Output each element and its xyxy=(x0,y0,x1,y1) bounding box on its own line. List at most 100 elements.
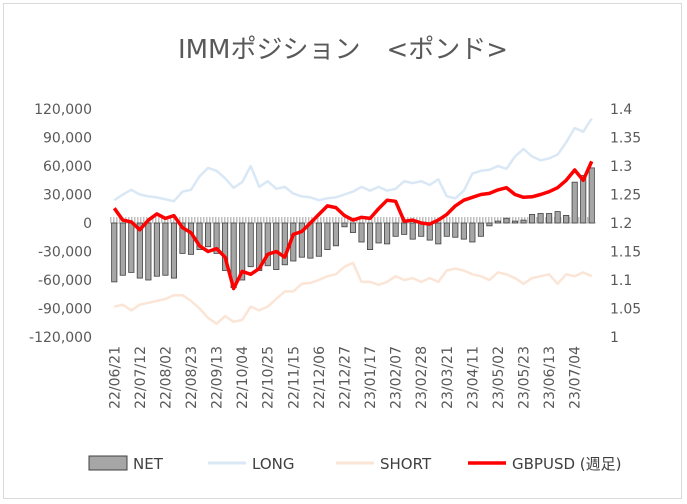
zero-band-tick xyxy=(188,217,190,223)
net-bar xyxy=(341,222,348,228)
x-tick-label: 23/06/13 xyxy=(542,346,558,409)
net-bar xyxy=(529,214,536,224)
legend-net-label: NET xyxy=(133,455,164,473)
net-bar xyxy=(145,222,152,281)
zero-band-tick xyxy=(254,217,256,223)
long-series-line xyxy=(113,117,593,203)
net-bar xyxy=(179,222,186,254)
zero-band-tick xyxy=(488,217,490,223)
zero-band-tick xyxy=(461,217,463,223)
y-right-tick-label: 1.3 xyxy=(610,159,632,175)
x-tick-label: 23/04/11 xyxy=(465,346,481,409)
zero-band-tick xyxy=(179,217,181,223)
zero-band-tick xyxy=(335,217,337,223)
zero-band-tick xyxy=(287,217,289,223)
zero-band-tick xyxy=(527,217,529,223)
net-bar xyxy=(460,222,467,240)
zero-band-tick xyxy=(470,217,472,223)
zero-band-tick xyxy=(296,217,298,223)
zero-band-tick xyxy=(446,217,448,223)
zero-band-tick xyxy=(143,217,145,223)
zero-band-tick xyxy=(338,217,340,223)
zero-band-tick xyxy=(224,217,226,223)
net-bar xyxy=(563,214,570,224)
y-right-tick-label: 1.25 xyxy=(610,188,641,204)
zero-band-tick xyxy=(302,217,304,223)
x-tick-label: 22/06/21 xyxy=(107,346,123,409)
net-bar xyxy=(503,217,510,224)
zero-band-tick xyxy=(458,217,460,223)
zero-band-tick xyxy=(233,217,235,223)
zero-band-tick xyxy=(545,217,547,223)
zero-band-tick xyxy=(560,217,562,223)
legend: NET LONG SHORT GBPUSD (週足) xyxy=(88,455,621,473)
zero-band-tick xyxy=(260,217,262,223)
zero-band-tick xyxy=(395,217,397,223)
x-tick-label: 23/03/21 xyxy=(440,346,456,409)
zero-band-tick xyxy=(500,217,502,223)
zero-band-tick xyxy=(332,217,334,223)
zero-band-tick xyxy=(290,217,292,223)
short-series-line xyxy=(114,261,593,325)
net-bar xyxy=(409,222,416,240)
zero-band-tick xyxy=(473,217,475,223)
zero-band-tick xyxy=(518,217,520,223)
net-bar xyxy=(119,222,126,276)
zero-band-tick xyxy=(326,217,328,223)
zero-band-tick xyxy=(272,217,274,223)
y-right-tick-label: 1 xyxy=(610,330,619,346)
y-right-tick-label: 1.4 xyxy=(610,102,632,118)
legend-short-label: SHORT xyxy=(380,455,432,473)
zero-band-tick xyxy=(380,217,382,223)
y-left-tick-label: -120,000 xyxy=(29,330,92,346)
zero-band-tick xyxy=(485,217,487,223)
zero-band-tick xyxy=(209,217,211,223)
y-right-tick-label: 1.15 xyxy=(610,245,641,261)
zero-band-tick xyxy=(218,217,220,223)
y-left-tick-label: 120,000 xyxy=(34,102,92,118)
x-axis-ticks: 22/06/21 22/07/12 22/08/02 22/08/23 22/09/13… xyxy=(107,346,583,409)
net-bar xyxy=(554,211,561,224)
net-bar xyxy=(443,222,450,237)
zero-band-tick xyxy=(359,217,361,223)
net-bar xyxy=(222,222,229,271)
zero-band-tick xyxy=(497,217,499,223)
zero-band-tick xyxy=(281,217,283,223)
x-tick-label: 23/02/07 xyxy=(389,346,405,409)
zero-band-tick xyxy=(248,217,250,223)
net-bar xyxy=(469,222,476,243)
zero-band-tick xyxy=(185,217,187,223)
zero-band-tick xyxy=(110,217,112,223)
zero-band-tick xyxy=(116,217,118,223)
zero-band-tick xyxy=(491,217,493,223)
zero-band-tick xyxy=(131,217,133,223)
zero-band-tick xyxy=(308,217,310,223)
net-bar xyxy=(452,222,459,238)
zero-band-tick xyxy=(569,217,571,223)
legend-net-swatch xyxy=(88,455,128,471)
zero-band-tick xyxy=(305,217,307,223)
zero-band-tick xyxy=(464,217,466,223)
net-bar xyxy=(511,220,519,224)
x-tick-label: 22/08/02 xyxy=(158,346,174,409)
y-axis-right-ticks: 1.4 1.35 1.3 1.25 1.2 1.15 1.1 1.05 1 xyxy=(610,102,641,346)
x-tick-label: 23/02/28 xyxy=(414,346,430,409)
zero-band-tick xyxy=(299,217,301,223)
zero-band-tick xyxy=(476,217,478,223)
zero-band-tick xyxy=(347,217,349,223)
x-tick-label: 22/09/13 xyxy=(210,346,226,409)
net-bars xyxy=(111,167,595,288)
y-axis-left-ticks: 120,000 90,000 60,000 30,000 0 -30,000 -60,000… xyxy=(29,102,92,346)
x-tick-label: 23/01/17 xyxy=(363,346,379,409)
zero-band-tick xyxy=(269,217,271,223)
net-bar xyxy=(494,220,501,224)
zero-band-tick xyxy=(362,217,364,223)
zero-band-tick xyxy=(371,217,373,223)
legend-long-label: LONG xyxy=(252,455,294,473)
net-bar xyxy=(392,222,399,237)
y-right-tick-label: 1.2 xyxy=(610,216,632,232)
zero-band-tick xyxy=(263,217,265,223)
net-bar xyxy=(375,222,382,244)
net-bar xyxy=(349,222,357,233)
x-tick-label: 22/10/04 xyxy=(235,346,251,409)
